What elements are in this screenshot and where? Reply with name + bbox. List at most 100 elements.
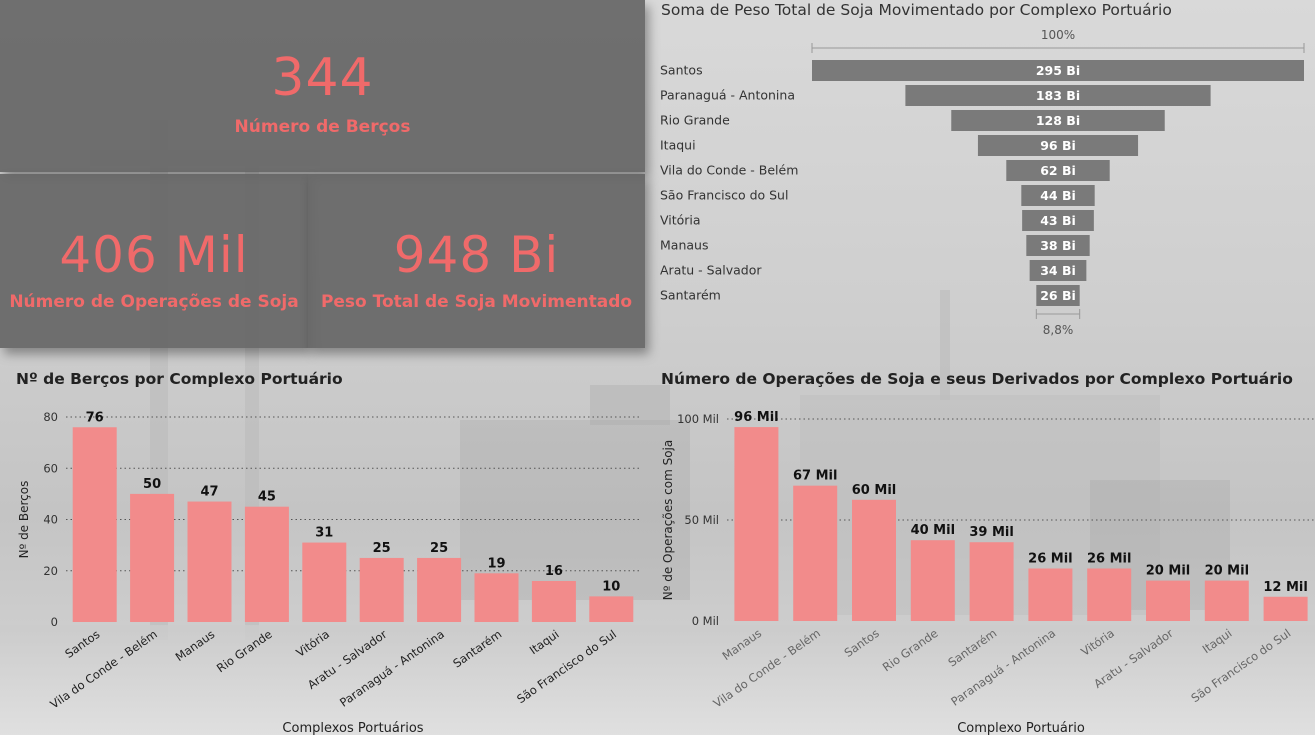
funnel-bar — [1036, 285, 1080, 306]
y-axis-label: Nº de Berços — [17, 481, 31, 559]
funnel-bar — [1021, 185, 1095, 206]
kpi-berths-label: Número de Berços — [234, 117, 411, 137]
x-category-label: Itaqui — [1200, 626, 1235, 656]
y-tick-label: 60 — [43, 461, 58, 475]
berths-bar-chart: 0 20 40 60 80 Nº de Berços 76 Santos 50 Vila do C… — [17, 410, 640, 735]
kpi-weight-label: Peso Total de Soja Movimentado — [320, 292, 633, 312]
x-category-label: Santarém — [945, 626, 999, 670]
funnel-bar-value-label: 43 Bi — [1040, 213, 1076, 228]
y-tick-label: 50 Mil — [684, 513, 719, 527]
column-bar — [244, 506, 289, 622]
x-category-label: Paranaguá - Antonina — [337, 627, 447, 710]
y-axis-label: Nº de Operações com Soja — [661, 440, 675, 600]
x-category-label: Rio Grande — [880, 626, 941, 674]
column-bar — [302, 542, 347, 622]
funnel-bar — [1022, 210, 1094, 231]
column-bar — [852, 499, 896, 621]
column-bar — [793, 485, 838, 621]
funnel-bar-value-label: 183 Bi — [1036, 88, 1080, 103]
bar-value-label: 26 Mil — [1087, 551, 1131, 566]
x-category-label: São Francisco do Sul — [514, 627, 619, 706]
funnel-category-label: Aratu - Salvador — [660, 263, 762, 278]
x-category-label: Santos — [62, 627, 102, 661]
x-category-label: São Francisco do Sul — [1188, 626, 1293, 705]
funnel-category-label: Santarém — [660, 288, 721, 303]
y-tick-label: 40 — [43, 513, 58, 527]
x-category-label: Santarém — [450, 627, 504, 671]
funnel-bar-value-label: 44 Bi — [1040, 188, 1076, 203]
x-category-label: Manaus — [720, 626, 765, 663]
column-bar — [1028, 568, 1073, 621]
funnel-bar — [977, 135, 1139, 156]
berths-chart-title: Nº de Berços por Complexo Portuário — [16, 370, 343, 388]
funnel-bar-value-label: 62 Bi — [1040, 163, 1076, 178]
x-category-label: Vila do Conde - Belém — [47, 627, 159, 712]
funnel-bottom-pct-label: 8,8% — [1043, 323, 1074, 337]
y-tick-label: 0 Mil — [692, 614, 719, 628]
bar-value-label: 25 — [373, 541, 391, 556]
funnel-category-label: Paranaguá - Antonina — [660, 88, 795, 103]
bar-value-label: 50 — [143, 477, 161, 492]
bar-value-label: 76 — [86, 410, 104, 425]
funnel-bar-value-label: 34 Bi — [1040, 263, 1076, 278]
bar-value-label: 26 Mil — [1028, 551, 1072, 566]
funnel-bar-value-label: 96 Bi — [1040, 138, 1076, 153]
funnel-bar — [1029, 260, 1087, 281]
funnel-category-label: Santos — [660, 63, 703, 78]
kpi-berths-value: 344 — [271, 48, 374, 108]
funnel-bar-value-label: 295 Bi — [1036, 63, 1080, 78]
funnel-top-pct-label: 100% — [1041, 28, 1075, 42]
column-bar — [1146, 580, 1190, 621]
kpi-card-berths: 344 Número de Berços — [0, 0, 645, 172]
column-bar — [187, 501, 232, 622]
bar-value-label: 96 Mil — [734, 410, 778, 425]
column-bar — [969, 542, 1014, 621]
funnel-bar — [1006, 160, 1110, 181]
bar-value-label: 45 — [258, 490, 276, 505]
bar-value-label: 67 Mil — [793, 469, 837, 484]
bar-value-label: 10 — [602, 579, 620, 594]
funnel-category-label: São Francisco do Sul — [660, 188, 788, 203]
funnel-category-label: Manaus — [660, 238, 708, 253]
column-bar — [130, 493, 175, 622]
funnel-chart: 100% Santos 295 Bi Paranaguá - Antonina 183 … — [660, 28, 1305, 337]
funnel-bar-value-label: 128 Bi — [1036, 113, 1080, 128]
y-tick-label: 0 — [51, 615, 58, 629]
funnel-bar — [951, 110, 1165, 131]
x-category-label: Vila do Conde - Belém — [711, 626, 823, 711]
bar-value-label: 25 — [430, 541, 448, 556]
funnel-category-label: Vila do Conde - Belém — [660, 163, 798, 178]
x-category-label: Paranaguá - Antonina — [948, 626, 1058, 709]
column-bar — [1087, 568, 1132, 621]
kpi-card-operations: 406 Mil Número de Operações de Soja — [0, 174, 308, 348]
funnel-bar — [1026, 235, 1090, 256]
operations-chart-title: Número de Operações de Soja e seus Deriv… — [661, 370, 1293, 388]
column-bar — [1263, 596, 1308, 621]
bar-value-label: 20 Mil — [1146, 564, 1190, 579]
funnel-bar — [812, 60, 1304, 81]
funnel-category-label: Vitória — [660, 213, 701, 228]
kpi-card-weight: 948 Bi Peso Total de Soja Movimentado — [308, 174, 645, 348]
x-axis-label: Complexos Portuários — [282, 721, 423, 735]
bar-value-label: 12 Mil — [1263, 580, 1307, 595]
bar-value-label: 60 Mil — [852, 483, 896, 498]
funnel-chart-title: Soma de Peso Total de Soja Movimentado p… — [661, 1, 1172, 19]
column-bar — [1204, 580, 1249, 621]
x-category-label: Manaus — [173, 627, 218, 664]
x-category-label: Santos — [842, 626, 882, 660]
bar-value-label: 39 Mil — [969, 525, 1013, 540]
y-tick-label: 20 — [43, 564, 58, 578]
y-tick-label: 100 Mil — [677, 412, 719, 426]
y-tick-label: 80 — [43, 410, 58, 424]
column-bar — [589, 596, 634, 622]
column-bar — [531, 581, 576, 622]
bar-value-label: 16 — [545, 564, 563, 579]
bar-value-label: 20 Mil — [1205, 564, 1249, 579]
funnel-category-label: Itaqui — [660, 138, 696, 153]
column-bar — [734, 427, 779, 621]
x-axis-label: Complexo Portuário — [957, 721, 1085, 735]
funnel-bar-value-label: 38 Bi — [1040, 238, 1076, 253]
bar-value-label: 40 Mil — [911, 523, 955, 538]
